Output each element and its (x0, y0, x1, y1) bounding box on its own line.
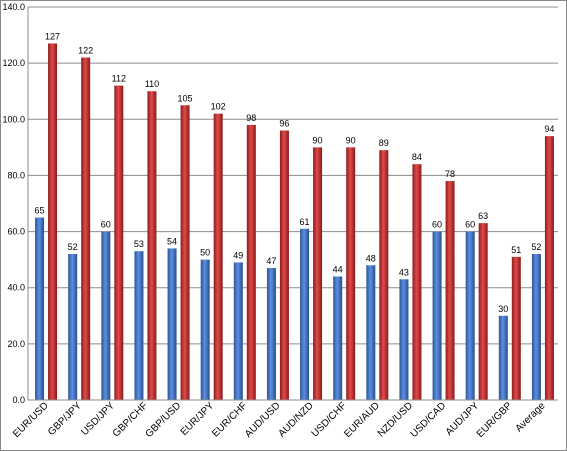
x-category-label: Average (514, 400, 548, 434)
data-label: 84 (412, 152, 422, 162)
y-tick-label: 120.0 (2, 58, 25, 68)
data-label: 60 (465, 220, 475, 230)
data-label: 61 (300, 217, 310, 227)
data-label: 50 (200, 248, 210, 258)
bar (478, 223, 488, 400)
data-label: 94 (544, 124, 554, 134)
x-category-label: EUR/GBP (475, 400, 515, 440)
data-label: 90 (313, 135, 323, 145)
bar (412, 164, 422, 400)
bar (101, 231, 111, 400)
bar (346, 147, 356, 400)
data-label: 60 (101, 220, 111, 230)
bar (147, 91, 157, 400)
data-label: 122 (78, 46, 93, 56)
bar (544, 136, 554, 400)
bar (279, 130, 289, 400)
data-label: 78 (445, 169, 455, 179)
y-tick-label: 140.0 (2, 2, 25, 12)
data-label: 51 (511, 245, 521, 255)
bar (134, 251, 144, 400)
bar (200, 259, 210, 400)
data-label: 110 (145, 79, 159, 89)
data-label: 53 (134, 239, 144, 249)
data-label: 65 (35, 206, 45, 216)
data-label: 63 (478, 211, 488, 221)
bar (399, 279, 409, 400)
bar (68, 254, 78, 400)
data-label: 105 (178, 93, 193, 103)
bar (48, 43, 58, 400)
data-label: 60 (432, 220, 442, 230)
data-label: 52 (531, 242, 541, 252)
data-label: 112 (112, 74, 126, 84)
bar (366, 265, 376, 400)
bar (445, 181, 455, 400)
bar (180, 105, 190, 400)
x-axis-categories: EUR/USDGBP/JPYUSD/JPYGBP/CHFGBP/USDEUR/J… (11, 400, 548, 440)
bar (498, 315, 508, 400)
y-tick-label: 80.0 (7, 170, 25, 180)
bar (379, 150, 389, 400)
y-tick-label: 60.0 (7, 227, 25, 237)
data-label: 102 (211, 102, 226, 112)
x-category-label: AUD/USD (243, 400, 283, 440)
x-category-label: GBP/JPY (46, 400, 84, 438)
bar (465, 231, 475, 400)
bars (35, 43, 554, 401)
bar (114, 85, 124, 400)
x-category-label: AUD/NZD (276, 400, 315, 439)
y-axis-ticks: 0.0 20.0 40.0 60.0 80.0 100.0 120.0 140.0 (2, 2, 25, 405)
data-label: 44 (333, 264, 343, 274)
bar (213, 113, 223, 401)
y-tick-label: 40.0 (7, 283, 25, 293)
data-label: 47 (266, 256, 276, 266)
data-label: 98 (246, 113, 256, 123)
y-tick-label: 0.0 (12, 395, 25, 405)
bar (266, 268, 276, 400)
bar (81, 57, 91, 401)
data-label: 52 (68, 242, 78, 252)
data-label: 43 (399, 267, 409, 277)
bar (432, 231, 442, 400)
x-category-label: EUR/USD (11, 400, 51, 440)
data-label: 54 (167, 236, 177, 246)
bar (35, 217, 45, 400)
data-label: 96 (279, 119, 289, 129)
data-label: 48 (366, 253, 376, 263)
data-label: 90 (346, 135, 356, 145)
bar (246, 124, 256, 401)
data-label: 30 (498, 304, 508, 314)
y-tick-label: 20.0 (7, 339, 25, 349)
data-labels: 65 127 52 122 60 112 53 110 54 105 50 102 49 98 47 96 61… (35, 31, 555, 313)
bar (531, 254, 541, 400)
bar (313, 147, 323, 400)
bar (333, 276, 343, 400)
bar (511, 256, 521, 400)
data-label: 49 (233, 250, 243, 260)
data-label: 127 (45, 31, 60, 41)
x-category-label: EUR/AUD (342, 400, 382, 440)
data-label: 89 (379, 138, 389, 148)
bar (167, 248, 177, 400)
y-tick-label: 100.0 (2, 114, 25, 124)
bar (300, 228, 310, 400)
bar (233, 262, 243, 400)
x-category-label: USD/CAD (409, 400, 449, 440)
x-category-label: GBP/USD (144, 400, 184, 440)
